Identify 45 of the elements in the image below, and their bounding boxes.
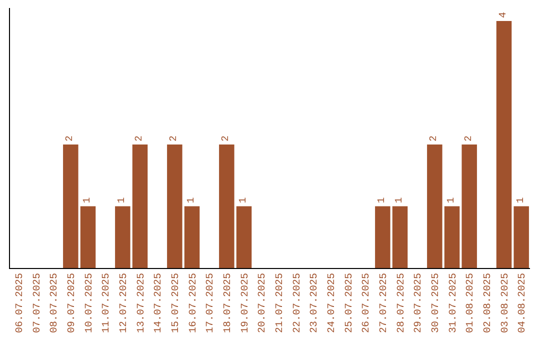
x-tick-label: 19.07.2025: [240, 273, 252, 334]
x-tick-label: 03.08.2025: [500, 273, 512, 334]
data-label: 2: [429, 135, 440, 142]
x-tick-label: 08.07.2025: [50, 273, 61, 334]
x-tick-label: 17.07.2025: [206, 273, 217, 334]
data-label: 1: [377, 197, 388, 204]
x-tick-label: 01.08.2025: [466, 273, 477, 334]
x-tick-label: 27.07.2025: [378, 273, 390, 334]
x-tick-label: 26.07.2025: [362, 273, 373, 334]
x-tick-label: 23.07.2025: [310, 273, 321, 334]
x-tick-label: 11.07.2025: [102, 273, 113, 334]
x-tick-label: 06.07.2025: [14, 273, 26, 334]
x-tick-label: 28.07.2025: [396, 273, 408, 334]
data-label: 1: [516, 197, 527, 204]
x-tick-label: 29.07.2025: [414, 273, 425, 334]
data-label: 2: [134, 135, 146, 142]
x-tick-label: 13.07.2025: [136, 273, 148, 334]
x-tick-label: 16.07.2025: [188, 273, 200, 334]
data-label: 1: [238, 197, 250, 204]
data-label: 1: [117, 197, 128, 204]
data-label: 4: [498, 12, 510, 18]
x-tick-label: 30.07.2025: [430, 273, 442, 334]
data-label: 2: [65, 135, 76, 142]
x-tick-label: 18.07.2025: [222, 273, 234, 334]
x-tick-label: 24.07.2025: [326, 273, 338, 334]
x-tick-label: 02.08.2025: [482, 273, 494, 334]
x-tick-label: 12.07.2025: [118, 273, 130, 334]
x-tick-label: 10.07.2025: [84, 273, 96, 334]
data-label: 2: [464, 135, 475, 142]
x-tick-label: 20.07.2025: [258, 273, 269, 334]
x-tick-label: 04.08.2025: [518, 273, 529, 334]
x-tick-label: 15.07.2025: [170, 273, 182, 334]
x-tick-label: 07.07.2025: [32, 273, 44, 334]
x-tick-label: 31.07.2025: [448, 273, 460, 334]
data-label: 1: [446, 197, 458, 204]
data-label: 2: [169, 135, 180, 142]
data-label: 1: [82, 197, 94, 204]
data-label: 2: [221, 135, 232, 142]
data-label: 1: [186, 197, 198, 204]
x-tick-label: 14.07.2025: [154, 273, 165, 334]
x-tick-label: 25.07.2025: [344, 273, 356, 334]
x-tick-label: 22.07.2025: [292, 273, 304, 334]
data-label: 1: [394, 197, 406, 204]
x-tick-label: 21.07.2025: [274, 273, 286, 334]
x-tick-label: 09.07.2025: [66, 273, 78, 334]
